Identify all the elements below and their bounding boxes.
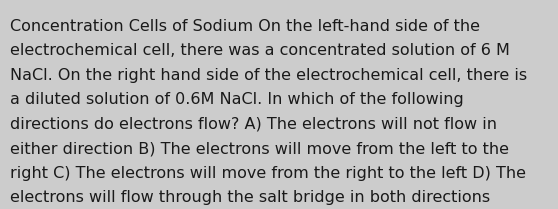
Text: directions do electrons flow? A) The electrons will not flow in: directions do electrons flow? A) The ele… xyxy=(10,117,497,132)
Text: either direction B) The electrons will move from the left to the: either direction B) The electrons will m… xyxy=(10,141,509,156)
Text: Concentration Cells of Sodium On the left-hand side of the: Concentration Cells of Sodium On the lef… xyxy=(10,19,480,34)
Text: a diluted solution of 0.6M NaCl. In which of the following: a diluted solution of 0.6M NaCl. In whic… xyxy=(10,92,464,107)
Text: electrons will flow through the salt bridge in both directions: electrons will flow through the salt bri… xyxy=(10,190,490,205)
Text: NaCl. On the right hand side of the electrochemical cell, there is: NaCl. On the right hand side of the elec… xyxy=(10,68,527,83)
Text: electrochemical cell, there was a concentrated solution of 6 M: electrochemical cell, there was a concen… xyxy=(10,43,510,58)
Text: right C) The electrons will move from the right to the left D) The: right C) The electrons will move from th… xyxy=(10,166,526,181)
